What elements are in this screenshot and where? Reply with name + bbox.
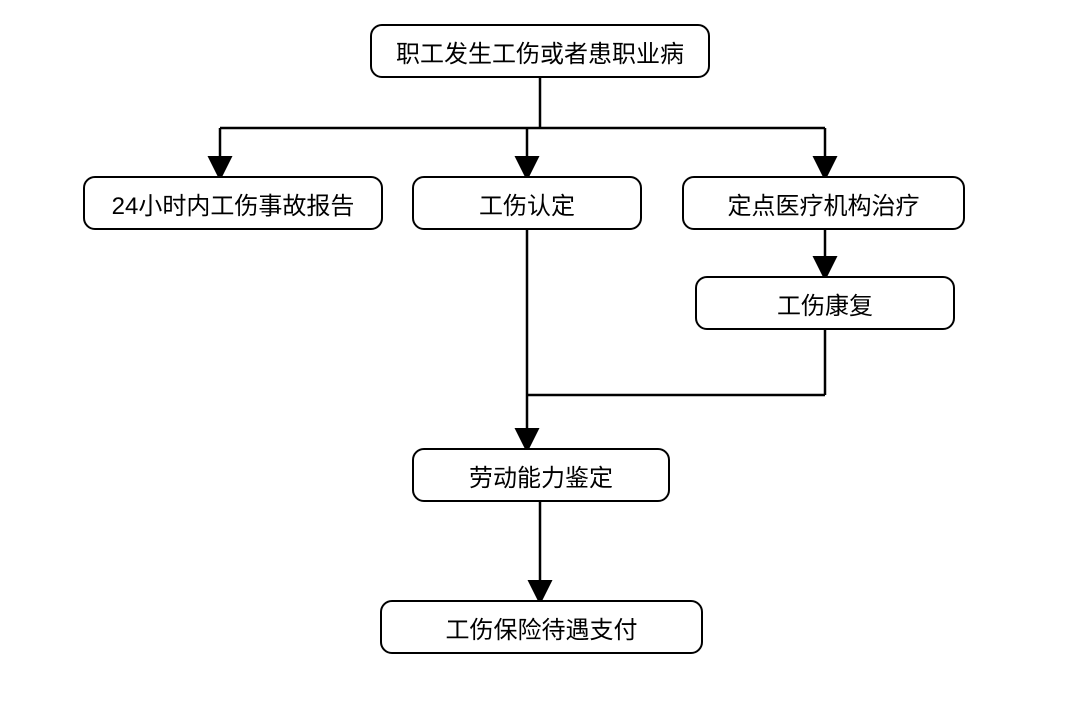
node-payment: 工伤保险待遇支付 bbox=[380, 600, 703, 654]
node-assess-label: 劳动能力鉴定 bbox=[469, 458, 613, 493]
node-identify-label: 工伤认定 bbox=[479, 186, 575, 221]
node-identify: 工伤认定 bbox=[412, 176, 642, 230]
node-start-label: 职工发生工伤或者患职业病 bbox=[396, 34, 684, 69]
node-recovery: 工伤康复 bbox=[695, 276, 955, 330]
node-report: 24小时内工伤事故报告 bbox=[83, 176, 383, 230]
node-assess: 劳动能力鉴定 bbox=[412, 448, 670, 502]
node-hospital: 定点医疗机构治疗 bbox=[682, 176, 965, 230]
node-recovery-label: 工伤康复 bbox=[777, 286, 873, 321]
node-report-label: 24小时内工伤事故报告 bbox=[112, 186, 355, 221]
flowchart-container: 职工发生工伤或者患职业病 24小时内工伤事故报告 工伤认定 定点医疗机构治疗 工… bbox=[0, 0, 1080, 717]
node-start: 职工发生工伤或者患职业病 bbox=[370, 24, 710, 78]
node-hospital-label: 定点医疗机构治疗 bbox=[728, 186, 920, 221]
node-payment-label: 工伤保险待遇支付 bbox=[446, 610, 638, 645]
